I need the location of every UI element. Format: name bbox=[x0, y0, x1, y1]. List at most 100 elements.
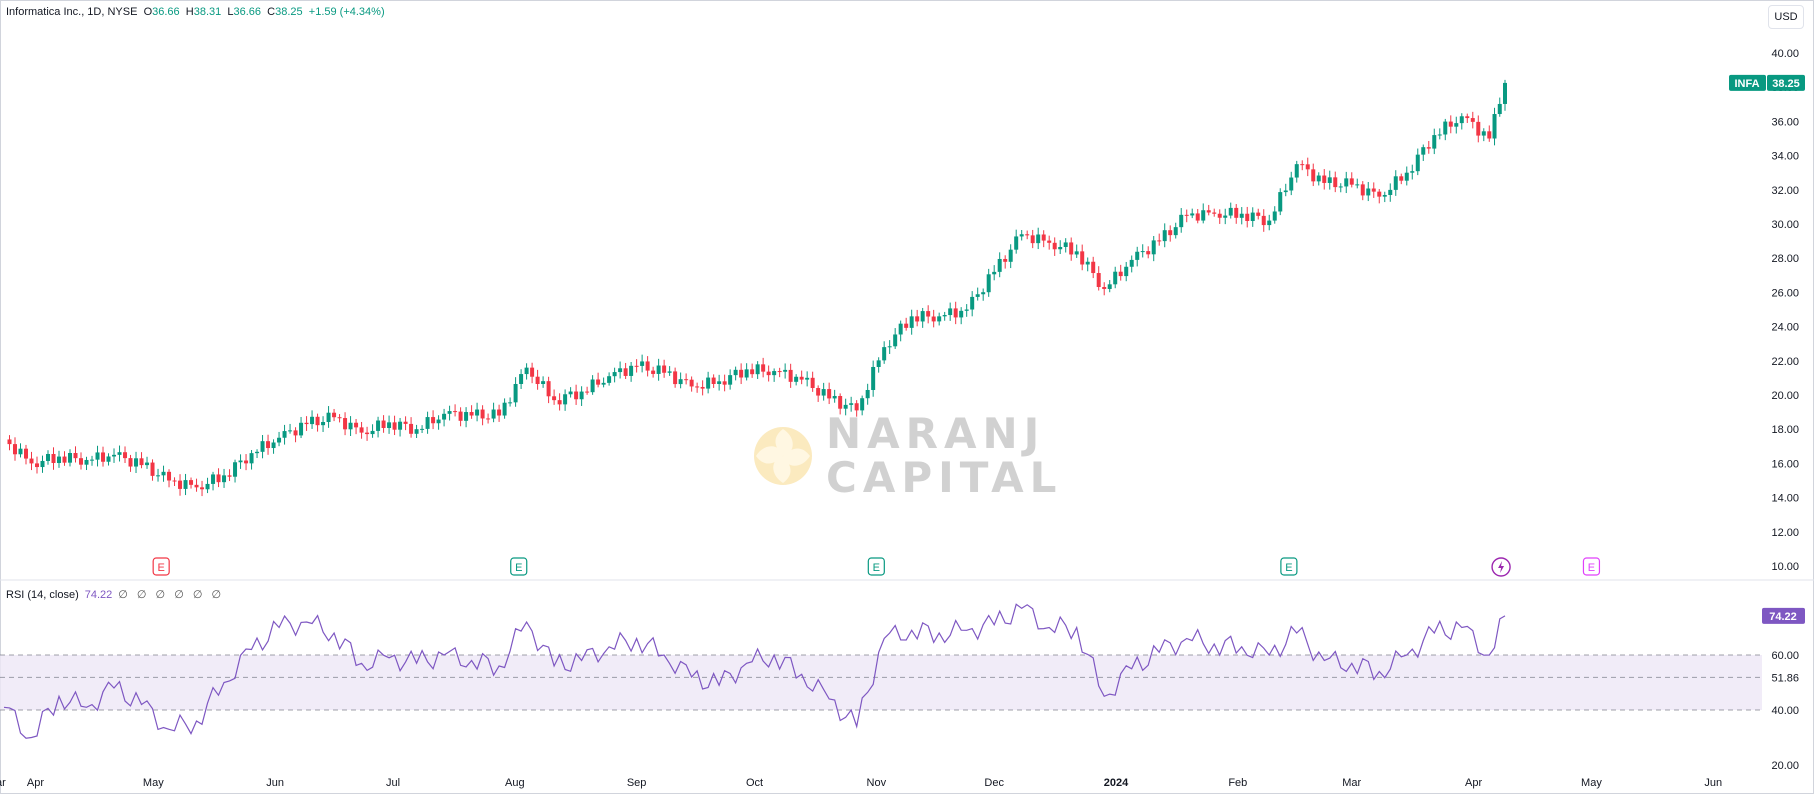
time-axis-tick: Apr bbox=[27, 777, 44, 789]
time-axis-tick: May bbox=[143, 777, 164, 789]
candle-body bbox=[579, 391, 584, 400]
price-axis-tick: 22.00 bbox=[1771, 356, 1799, 368]
candle-body bbox=[90, 459, 95, 461]
candle-body bbox=[321, 422, 326, 426]
candle-body bbox=[1454, 123, 1459, 127]
candle-body bbox=[359, 427, 364, 433]
candle-body bbox=[112, 454, 117, 457]
candle-body bbox=[447, 411, 452, 414]
candle-body bbox=[387, 422, 392, 429]
candle-body bbox=[1140, 251, 1145, 253]
candle-body bbox=[882, 347, 887, 361]
candle-body bbox=[678, 379, 683, 385]
candle-body bbox=[640, 361, 645, 366]
candle-body bbox=[1377, 191, 1382, 197]
candle-body bbox=[260, 441, 265, 452]
lightning-icon bbox=[1491, 557, 1511, 577]
candle-body bbox=[1025, 234, 1030, 236]
candle-body bbox=[1470, 118, 1475, 122]
currency-button[interactable]: USD bbox=[1768, 5, 1804, 29]
earnings-marker-box bbox=[510, 557, 528, 576]
earnings-marker-label: E bbox=[158, 562, 165, 574]
symbol-legend: Informatica Inc., 1D, NYSE O36.66 H38.31… bbox=[6, 6, 385, 18]
candle-body bbox=[211, 474, 216, 484]
price-axis-tick: 20.00 bbox=[1771, 390, 1799, 402]
candle-body bbox=[733, 369, 738, 376]
candle-body bbox=[766, 371, 771, 376]
candle-body bbox=[1162, 230, 1167, 242]
candle-body bbox=[1443, 121, 1448, 135]
candle-body bbox=[997, 258, 1002, 272]
candle-body bbox=[893, 334, 898, 347]
price-axis-tick: 26.00 bbox=[1771, 287, 1799, 299]
candle-body bbox=[1151, 240, 1156, 255]
rsi-hidden-values: ∅ ∅ ∅ ∅ ∅ ∅ bbox=[118, 589, 225, 601]
candle-body bbox=[1333, 177, 1338, 188]
candle-body bbox=[574, 391, 579, 400]
candle-body bbox=[524, 367, 529, 375]
candle-body bbox=[123, 452, 128, 459]
candle-body bbox=[1250, 212, 1255, 221]
candle-body bbox=[557, 400, 562, 405]
candle-body bbox=[1118, 271, 1123, 277]
candle-body bbox=[200, 487, 205, 490]
price-axis-tick: 28.00 bbox=[1771, 253, 1799, 265]
candle-body bbox=[1322, 175, 1327, 183]
price-axis-tick: 32.00 bbox=[1771, 185, 1799, 197]
candle-body bbox=[629, 365, 634, 376]
candle-body bbox=[13, 444, 18, 455]
price-pane bbox=[7, 79, 1507, 497]
candle-body bbox=[46, 453, 51, 461]
time-axis-tick: Nov bbox=[867, 777, 887, 789]
candle-body bbox=[805, 377, 810, 380]
candle-body bbox=[1014, 236, 1019, 250]
candle-body bbox=[948, 308, 953, 316]
candle-body bbox=[1476, 121, 1481, 136]
candle-body bbox=[541, 381, 546, 384]
candle-body bbox=[1102, 287, 1107, 289]
candle-body bbox=[816, 388, 821, 396]
candle-body bbox=[475, 409, 480, 416]
candle-body bbox=[381, 420, 386, 429]
candle-body bbox=[431, 417, 436, 424]
candle-body bbox=[810, 377, 815, 389]
earnings-marker-box bbox=[152, 557, 170, 576]
candle-body bbox=[332, 412, 337, 418]
rsi-title: RSI (14, close) bbox=[6, 589, 79, 601]
earnings-marker-label: E bbox=[873, 562, 880, 574]
rsi-axis-tick: 60.00 bbox=[1771, 650, 1799, 662]
candle-body bbox=[865, 389, 870, 399]
candle-body bbox=[365, 432, 370, 435]
candle-body bbox=[552, 396, 557, 401]
candle-body bbox=[1256, 212, 1261, 216]
candle-body bbox=[656, 365, 661, 374]
candle-body bbox=[1212, 212, 1217, 214]
candle-body bbox=[73, 453, 78, 459]
candle-body bbox=[777, 371, 782, 373]
candle-body bbox=[772, 371, 777, 376]
earnings-marker-box bbox=[1280, 557, 1298, 576]
candle-body bbox=[744, 369, 749, 378]
candle-body bbox=[821, 389, 826, 396]
earnings-marker-icon: E bbox=[1582, 557, 1601, 576]
time-axis-tick: Apr bbox=[1465, 777, 1482, 789]
candle-body bbox=[1228, 207, 1233, 216]
candle-body bbox=[1481, 131, 1486, 136]
candle-body bbox=[354, 422, 359, 428]
low-label: L bbox=[227, 6, 234, 18]
candle-body bbox=[1388, 189, 1393, 195]
candle-body bbox=[596, 379, 601, 385]
candle-body bbox=[546, 381, 551, 397]
candle-body bbox=[458, 411, 463, 421]
candle-body bbox=[244, 460, 249, 464]
candle-body bbox=[1179, 214, 1184, 228]
candle-body bbox=[618, 368, 623, 373]
candle-body bbox=[480, 409, 485, 419]
candle-body bbox=[1283, 190, 1288, 193]
candle-body bbox=[1113, 271, 1118, 285]
watermark-text: NARANJ CAPITAL bbox=[826, 412, 1062, 500]
candle-body bbox=[964, 309, 969, 311]
candle-body bbox=[161, 471, 166, 476]
price-axis-tick: 16.00 bbox=[1771, 458, 1799, 470]
